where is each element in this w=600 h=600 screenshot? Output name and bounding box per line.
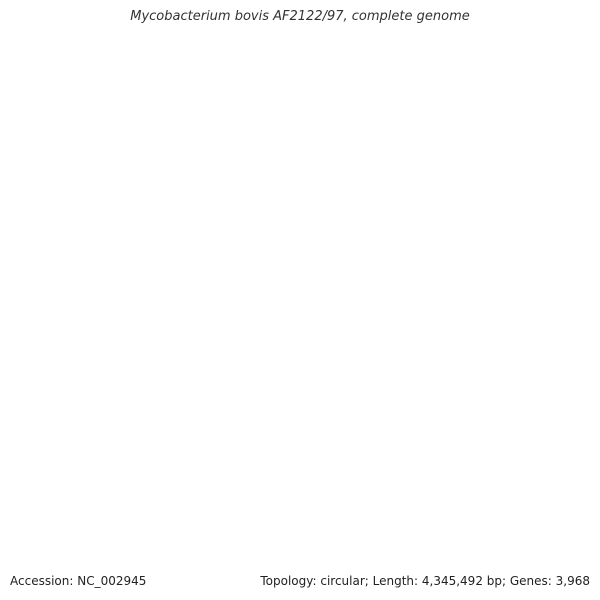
genome-stats-label: Topology: circular; Length: 4,345,492 bp…	[260, 574, 590, 588]
map-title: Mycobacterium bovis AF2122/97, complete …	[130, 9, 470, 24]
accession-label: Accession: NC_002945	[10, 574, 147, 588]
